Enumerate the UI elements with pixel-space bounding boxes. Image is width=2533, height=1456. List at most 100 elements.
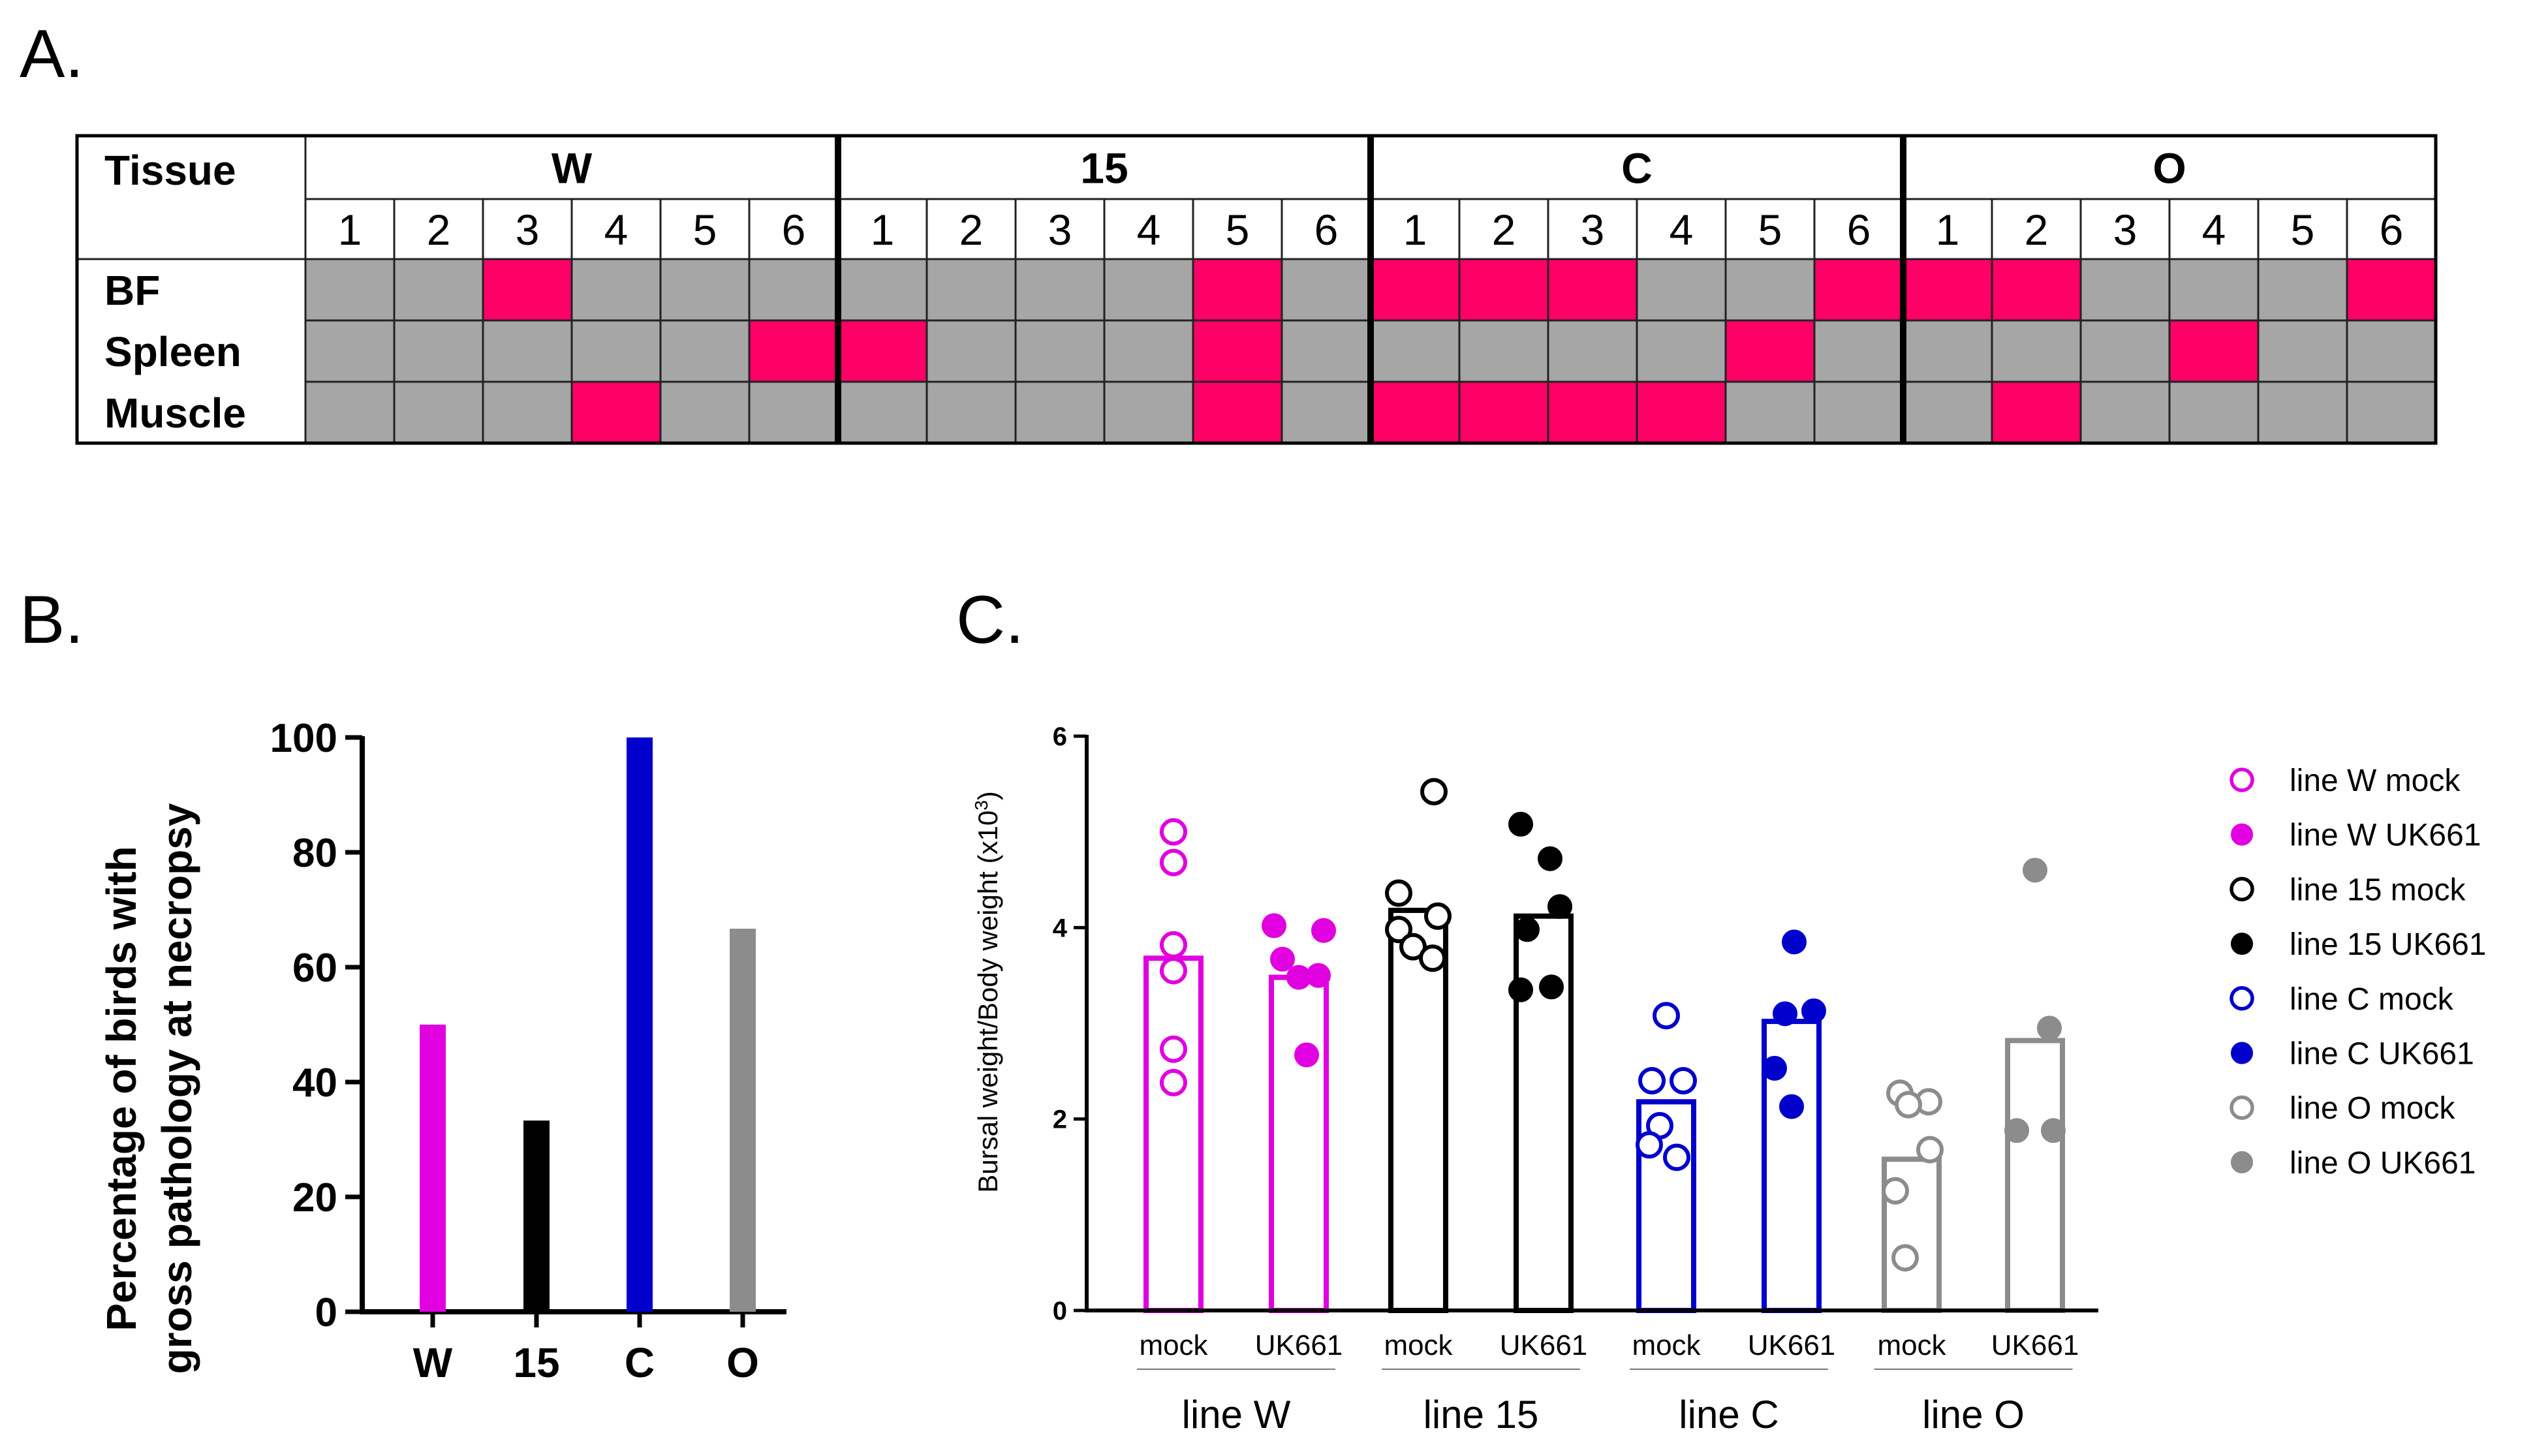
legend-label: line W UK661 <box>2290 818 2481 853</box>
table-cell-bf-O-4 <box>2168 258 2260 322</box>
table-cell-spleen-W-2 <box>393 319 484 383</box>
bird-number-cell <box>393 198 484 260</box>
table-cell-bf-W-1 <box>304 258 396 322</box>
bird-number-label: 5 <box>2291 206 2315 254</box>
chart-c-mean-bar-line-W-mock <box>1143 955 1204 1314</box>
chart-c-point <box>1547 894 1572 920</box>
chart-c-group-label: line O <box>1922 1393 2025 1436</box>
table-cell-bf-15-5 <box>1192 258 1283 322</box>
panel-label-c: C. <box>956 582 1024 658</box>
table-cell-spleen-15-2 <box>925 319 1017 383</box>
table-cell-bf-W-6 <box>748 258 839 322</box>
table-cell-spleen-O-1 <box>1902 319 1993 383</box>
table-cell-muscle-W-2 <box>393 380 484 444</box>
table-cell-spleen-O-2 <box>1991 319 2082 383</box>
bird-number-cell <box>1014 198 1106 260</box>
table-cell-spleen-15-1 <box>837 319 928 383</box>
table-cell-muscle-W-5 <box>659 380 751 444</box>
bird-number-label: 6 <box>2380 206 2404 254</box>
table-cell-muscle-15-3 <box>1014 380 1106 444</box>
bird-number-label: 5 <box>693 206 717 254</box>
table-cell-bf-W-5 <box>659 258 751 322</box>
pathology-percentage-chart: Percentage of birds with gross pathology… <box>98 716 786 1386</box>
table-cell-bf-W-2 <box>393 258 484 322</box>
bird-number-label: 2 <box>427 206 451 254</box>
chart-c-point <box>1399 933 1427 961</box>
panel-label-b: B. <box>20 582 84 658</box>
bird-number-label: 1 <box>1936 206 1960 254</box>
chart-c-point <box>1262 913 1286 938</box>
legend-label: line C UK661 <box>2290 1037 2474 1072</box>
chart-b-ylabel-line2: gross pathology at necropsy <box>153 803 200 1374</box>
tissue-pathology-table: BF Spleen Muscle 1 2 3 4 5 6 1 2 3 4 5 6 1 2 3 4 5 6 1 2 3 4 5 6 W 1… <box>75 134 2438 445</box>
table-cell-muscle-O-4 <box>2168 380 2260 444</box>
bird-number-label: 1 <box>1403 206 1427 254</box>
chart-c-ylabel-main: Bursal weight/Body weight (x10 <box>972 811 1003 1193</box>
bird-number-label: 5 <box>1758 206 1782 254</box>
chart-b-bar-W <box>420 1025 446 1312</box>
table-cell-spleen-15-3 <box>1014 319 1106 383</box>
table-cell-spleen-C-5 <box>1724 319 1816 383</box>
chart-b-ytick-label: 60 <box>292 946 337 991</box>
group-header-cell <box>1902 134 2437 200</box>
chart-c-treatment-label: mock <box>1139 1329 1208 1361</box>
table-cell-muscle-W-6 <box>748 380 839 444</box>
bird-number-cell <box>2257 198 2348 260</box>
chart-c-mean-bar-line-15-UK661 <box>1514 913 1574 1313</box>
chart-c-point <box>1653 1002 1680 1030</box>
table-cell-muscle-O-2 <box>1991 380 2082 444</box>
table-cell-muscle-C-3 <box>1547 380 1638 444</box>
table-cell-muscle-O-6 <box>2346 380 2437 444</box>
table-cell-spleen-O-6 <box>2346 319 2437 383</box>
chart-c-point <box>1294 1042 1319 1068</box>
chart-c-legend: line W mock line W UK661 line 15 mock line … <box>2230 764 2487 1181</box>
chart-c-ytick-label: 6 <box>1053 722 1067 751</box>
chart-c-treatment-label: UK661 <box>1748 1329 1836 1361</box>
table-cell-spleen-O-3 <box>2079 319 2171 383</box>
table-cell-muscle-C-5 <box>1724 380 1816 444</box>
chart-c-point <box>2037 1015 2062 1041</box>
table-cell-spleen-15-5 <box>1192 319 1283 383</box>
legend-marker <box>2230 876 2254 902</box>
chart-c-ylabel: Bursal weight/Body weight (x103) <box>971 791 1004 1193</box>
chart-b-xtick-label-C: C <box>625 1339 655 1386</box>
tissue-label-bf: BF <box>104 267 160 314</box>
chart-c-point <box>1286 965 1311 990</box>
bird-number-label: 3 <box>2113 206 2137 254</box>
table-cell-bf-C-1 <box>1369 258 1461 322</box>
table-cell-spleen-C-6 <box>1813 319 1904 383</box>
legend-marker <box>2231 1151 2253 1173</box>
bird-number-label: 1 <box>871 206 895 254</box>
table-cell-muscle-15-5 <box>1192 380 1283 444</box>
chart-c-treatment-label: mock <box>1384 1329 1453 1361</box>
chart-c-point <box>1160 1068 1187 1096</box>
legend-label: line C mock <box>2290 982 2454 1017</box>
chart-c-ytick-label: 2 <box>1053 1106 1067 1134</box>
chart-c-point <box>1638 1067 1666 1094</box>
table-cell-muscle-15-2 <box>925 380 1017 444</box>
bird-number-cell <box>1724 198 1816 260</box>
table-cell-bf-O-1 <box>1902 258 1993 322</box>
group-header-W: W <box>552 144 593 193</box>
chart-c-treatment-label: mock <box>1632 1329 1701 1361</box>
legend-label: line O mock <box>2290 1091 2455 1126</box>
chart-c-group-label: line C <box>1679 1393 1779 1436</box>
bird-number-label: 4 <box>2202 206 2226 254</box>
bird-number-cell <box>837 198 928 260</box>
table-cell-bf-O-3 <box>2079 258 2171 322</box>
bird-number-cell <box>1902 198 1993 260</box>
bird-number-label: 4 <box>604 206 629 254</box>
chart-c-mean-bar-line-O-UK661 <box>2005 1038 2065 1314</box>
chart-b-ytick-label: 100 <box>270 716 337 761</box>
chart-c-point <box>1779 1094 1804 1119</box>
chart-c-ylabel-end: ) <box>972 791 1003 800</box>
bird-number-label: 6 <box>1314 206 1339 254</box>
chart-c-ytick-label: 4 <box>1053 914 1068 942</box>
table-cell-muscle-W-3 <box>482 380 573 444</box>
bird-number-label: 2 <box>2025 206 2049 254</box>
legend-marker <box>2230 1095 2254 1120</box>
bird-number-label: 3 <box>1048 206 1072 254</box>
chart-c-point <box>1916 1136 1944 1164</box>
chart-c-point <box>1882 1177 1909 1205</box>
bird-number-cell <box>1103 198 1194 260</box>
